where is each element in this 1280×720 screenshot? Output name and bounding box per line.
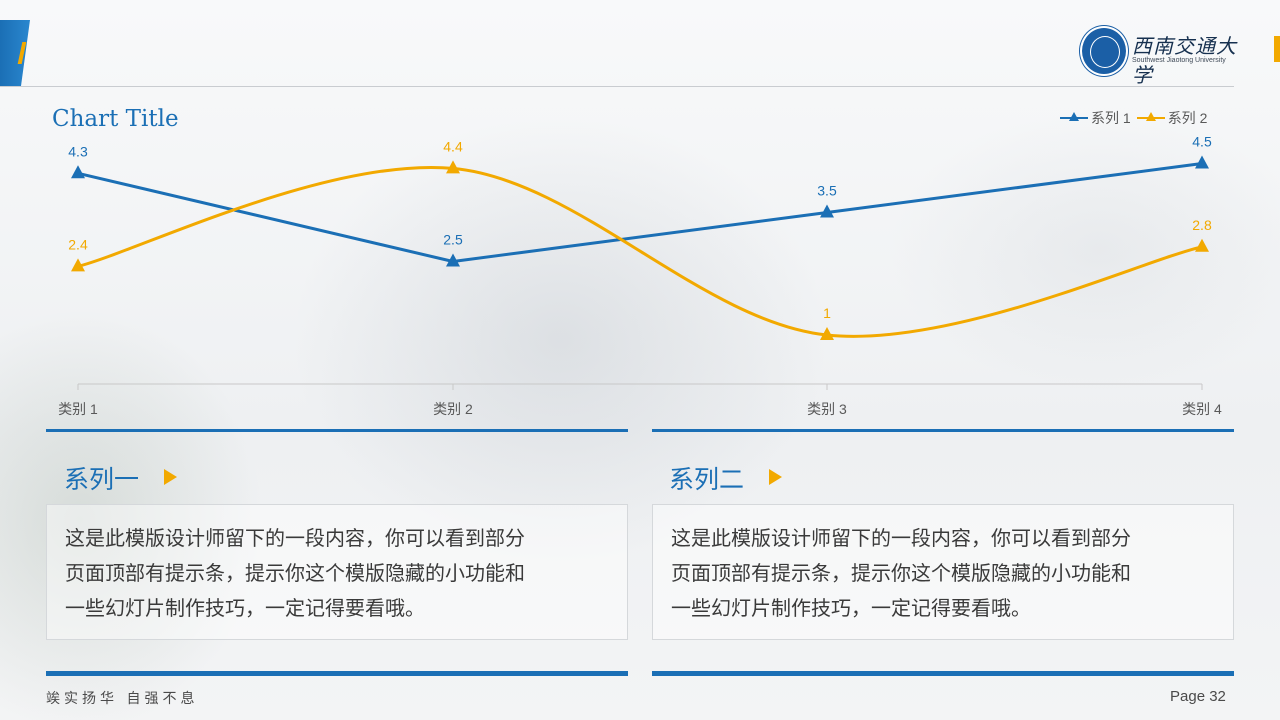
university-seal-icon [1080,26,1128,76]
series-1-point [446,253,460,267]
series-2-data-label: 2.4 [68,236,88,252]
x-tick-label: 类别 1 [58,401,98,417]
legend-swatch-series-1 [1060,112,1088,121]
legend-item-series-1: 系列 1 [1060,108,1131,128]
footer-motto: 竢实扬华 自强不息 [46,691,199,707]
chart-title: Chart Title [52,106,179,132]
series-1-data-label: 2.5 [443,232,463,248]
x-tick-label: 类别 3 [807,401,847,417]
panel-1-arrow-icon [164,469,177,485]
x-tick-label: 类别 4 [1182,401,1222,417]
legend-swatch-series-2 [1136,112,1165,121]
series-2-point [446,160,460,174]
series-2-data-label: 4.4 [443,138,463,154]
panel-2-arrow-icon [769,469,782,485]
legend-label-series-1: 系列 1 [1091,110,1131,126]
series-2-point [820,327,834,340]
series-2-point [1195,238,1209,252]
series-1-point [820,204,834,218]
page-number: Page 32 [1170,688,1226,705]
panel-1-line-3: 一些幻灯片制作技巧，一定记得要看哦。 [65,596,425,620]
series-2-line [77,165,1203,338]
panel-1-text-box: 这是此模版设计师留下的一段内容，你可以看到部分 页面顶部有提示条，提示你这个模版… [46,504,628,640]
x-tick-label: 类别 2 [433,401,473,417]
panel-2-top-bar [652,429,1234,432]
university-name: 西南交通大学 [1132,34,1237,87]
panel-2-line-2: 页面顶部有提示条，提示你这个模版隐藏的小功能和 [671,561,1131,585]
line-chart: 类别 1 类别 2 类别 3 类别 4 4.3 2.5 3.5 4.5 2.4 4.4 1 2.8 [58,134,1222,418]
series-1-point [1195,155,1209,169]
panel-2-title: 系列二 [669,465,745,494]
panel-1-top-bar [46,429,628,432]
legend-item-series-2: 系列 2 [1136,108,1208,128]
series-1-point [71,165,85,179]
series-1-line [77,162,1203,263]
panel-2-line-3: 一些幻灯片制作技巧，一定记得要看哦。 [671,596,1031,620]
series-2-data-label: 2.8 [1192,217,1212,233]
series-1-data-label: 3.5 [817,183,837,199]
series-2-point [71,258,85,272]
series-1-data-label: 4.5 [1192,134,1212,150]
university-name-en: Southwest Jiaotong University [1132,57,1226,64]
panel-1-line-1: 这是此模版设计师留下的一段内容，你可以看到部分 [65,526,525,550]
panel-1-line-2: 页面顶部有提示条，提示你这个模版隐藏的小功能和 [65,561,525,585]
panel-2-text-box: 这是此模版设计师留下的一段内容，你可以看到部分 页面顶部有提示条，提示你这个模版… [652,504,1234,640]
panel-1-bottom-bar [46,671,628,676]
panel-2-line-1: 这是此模版设计师留下的一段内容，你可以看到部分 [671,526,1131,550]
university-logo: 西南交通大学 Southwest Jiaotong University [1080,26,1240,87]
series-2-data-label: 1 [823,305,831,321]
series-1-data-label: 4.3 [68,143,88,159]
panel-1-title: 系列一 [64,465,140,494]
header-right-marker [1274,36,1280,62]
header-divider [0,86,1234,87]
panel-2-bottom-bar [652,671,1234,676]
chart-legend: 系列 1 系列 2 [1060,108,1207,128]
legend-label-series-2: 系列 2 [1167,110,1208,126]
